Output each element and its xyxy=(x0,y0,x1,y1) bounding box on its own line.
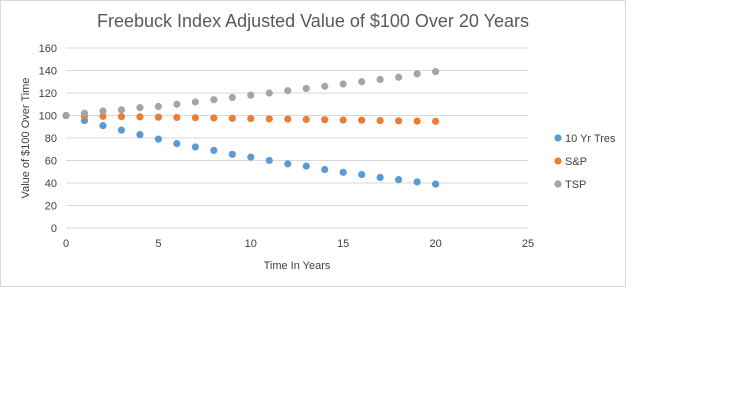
legend-item: 10 Yr Tres xyxy=(554,133,616,145)
data-point xyxy=(302,84,310,93)
data-point xyxy=(339,168,347,176)
data-point xyxy=(284,115,292,123)
data-point xyxy=(154,135,162,143)
series-0 xyxy=(62,111,440,188)
data-point xyxy=(432,68,440,76)
y-tick-label: 80 xyxy=(45,133,57,145)
data-point xyxy=(339,116,347,124)
y-tick-label: 20 xyxy=(45,201,57,213)
data-point xyxy=(136,104,144,112)
data-point xyxy=(117,113,126,121)
data-point xyxy=(358,116,366,124)
data-point xyxy=(247,153,255,161)
data-point xyxy=(432,180,440,188)
y-axis-ticks: 0 20 40 60 80 100 120 140 160 xyxy=(39,43,57,235)
chart-title: Freebuck Index Adjusted Value of $100 Ov… xyxy=(97,11,529,31)
gridlines xyxy=(66,47,528,229)
data-point xyxy=(247,114,255,123)
y-tick-label: 160 xyxy=(39,43,57,55)
y-tick-label: 0 xyxy=(51,223,57,235)
data-point xyxy=(173,113,181,122)
data-point xyxy=(117,126,126,134)
data-point xyxy=(395,73,403,81)
data-point xyxy=(136,131,144,139)
data-point xyxy=(173,100,181,108)
x-tick-label: 20 xyxy=(429,238,441,250)
x-tick-label: 15 xyxy=(337,238,349,250)
data-point xyxy=(136,113,144,121)
x-axis-ticks: 0 5 10 15 20 25 xyxy=(63,238,534,250)
y-tick-label: 140 xyxy=(39,66,57,78)
x-tick-label: 25 xyxy=(522,238,534,250)
data-point xyxy=(432,117,440,125)
data-point xyxy=(321,116,329,124)
data-point xyxy=(265,115,273,123)
data-point xyxy=(395,117,403,125)
data-point xyxy=(99,112,107,120)
data-point xyxy=(302,115,310,124)
data-point xyxy=(358,170,366,179)
data-point xyxy=(210,96,218,104)
data-point xyxy=(247,91,255,99)
y-tick-label: 40 xyxy=(45,178,57,190)
data-point xyxy=(284,160,292,168)
x-tick-label: 0 xyxy=(63,238,69,250)
data-point xyxy=(228,114,236,122)
data-point xyxy=(80,109,89,117)
y-tick-label: 120 xyxy=(39,88,57,100)
data-point xyxy=(228,150,236,158)
data-point xyxy=(99,122,107,130)
data-point xyxy=(339,80,347,88)
data-point xyxy=(395,176,403,184)
legend: 10 Yr Tres S&P TSP xyxy=(554,133,616,191)
series-2 xyxy=(62,68,440,120)
data-point xyxy=(210,114,218,122)
legend-marker xyxy=(554,180,562,188)
legend-label: 10 Yr Tres xyxy=(565,133,616,145)
data-point xyxy=(99,107,107,115)
data-point xyxy=(413,117,421,125)
data-point xyxy=(191,98,199,106)
legend-item: S&P xyxy=(554,156,587,168)
data-point xyxy=(376,116,384,125)
data-point xyxy=(173,140,181,148)
y-tick-label: 100 xyxy=(39,111,57,123)
data-point xyxy=(154,102,162,111)
legend-label: S&P xyxy=(565,156,587,168)
x-tick-label: 10 xyxy=(245,238,257,250)
series-1 xyxy=(62,111,440,125)
data-point xyxy=(376,173,384,181)
data-point xyxy=(228,93,236,102)
data-point xyxy=(284,87,292,95)
data-point xyxy=(154,113,162,121)
y-tick-label: 60 xyxy=(45,156,57,168)
data-point xyxy=(321,82,329,90)
y-axis-label: Value of $100 Over Time xyxy=(20,78,32,199)
data-point xyxy=(117,106,126,114)
legend-marker xyxy=(554,157,562,165)
data-point xyxy=(321,165,329,174)
data-point xyxy=(265,156,273,165)
data-point xyxy=(358,78,366,86)
x-tick-label: 5 xyxy=(155,238,161,250)
data-point xyxy=(62,111,70,120)
data-point xyxy=(413,178,421,186)
data-point xyxy=(191,114,199,122)
data-point xyxy=(376,75,384,84)
legend-marker xyxy=(554,134,562,142)
data-points xyxy=(62,68,440,188)
data-point xyxy=(265,89,273,97)
data-point xyxy=(191,143,199,151)
x-axis-label: Time In Years xyxy=(264,260,331,272)
legend-item: TSP xyxy=(554,179,586,191)
legend-label: TSP xyxy=(565,179,586,191)
data-point xyxy=(302,162,310,170)
data-point xyxy=(210,146,218,154)
data-point xyxy=(413,70,421,78)
